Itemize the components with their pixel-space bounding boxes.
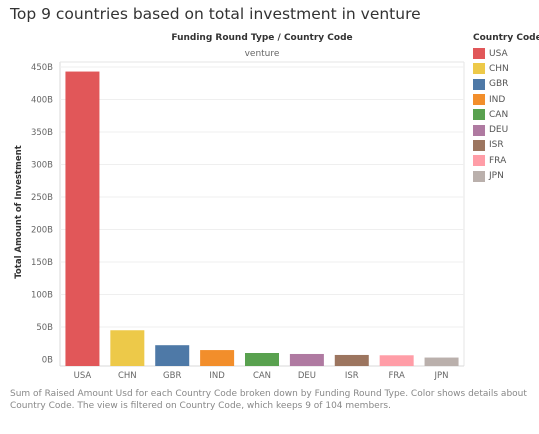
legend-item[interactable]: CAN — [473, 107, 539, 122]
chart-caption: Sum of Raised Amount Usd for each Countr… — [10, 389, 527, 411]
legend-swatch — [473, 139, 485, 151]
pane-label: venture — [244, 49, 280, 59]
y-tick-label: 100B — [31, 291, 53, 301]
bar — [245, 353, 279, 366]
legend-swatch — [473, 63, 485, 75]
legend-swatch — [473, 155, 485, 167]
bar — [200, 350, 235, 366]
legend-label: FRA — [489, 155, 507, 166]
legend-label: ISR — [489, 140, 504, 151]
legend-item[interactable]: USA — [473, 46, 539, 61]
legend: Country Code USA CHN GBR IND CAN DEU ISR FRA JPN — [473, 33, 539, 184]
legend-label: USA — [489, 48, 508, 59]
legend-swatch — [473, 170, 485, 182]
legend-label: JPN — [489, 171, 504, 182]
y-tick-label: 50B — [36, 323, 53, 333]
legend-item[interactable]: IND — [473, 92, 539, 107]
legend-label: DEU — [489, 125, 509, 136]
bar — [65, 71, 100, 367]
x-tick-label: CAN — [253, 371, 271, 381]
legend-item[interactable]: ISR — [473, 138, 539, 153]
legend-title: Country Code — [473, 33, 539, 43]
legend-label: CAN — [489, 109, 509, 120]
x-tick-label: ISR — [345, 371, 359, 381]
y-tick-label: 0B — [42, 356, 53, 366]
legend-swatch — [473, 48, 485, 60]
legend-item[interactable]: CHN — [473, 61, 539, 76]
x-tick-label: JPN — [434, 371, 449, 381]
bar — [334, 354, 369, 366]
legend-swatch — [473, 94, 485, 106]
legend-label: CHN — [489, 63, 509, 74]
y-tick-label: 150B — [31, 258, 53, 268]
bar — [155, 345, 190, 366]
chart-title: Top 9 countries based on total investmen… — [10, 5, 421, 23]
y-tick-label: 450B — [31, 63, 53, 73]
bar — [379, 355, 414, 366]
legend-label: IND — [489, 94, 506, 105]
y-tick-label: 250B — [31, 193, 53, 203]
legend-item[interactable]: JPN — [473, 168, 539, 183]
legend-items: USA CHN GBR IND CAN DEU ISR FRA JPN — [473, 46, 539, 184]
legend-swatch — [473, 109, 485, 121]
legend-item[interactable]: FRA — [473, 153, 539, 168]
x-tick-label: IND — [209, 371, 225, 381]
legend-swatch — [473, 124, 485, 136]
pane-header: Funding Round Type / Country Code — [171, 33, 353, 43]
legend-swatch — [473, 78, 485, 90]
x-tick-label: CHN — [118, 371, 137, 381]
legend-label: GBR — [489, 79, 509, 90]
y-tick-label: 200B — [31, 226, 53, 236]
y-tick-label: 350B — [31, 128, 53, 138]
x-tick-label: USA — [74, 371, 92, 381]
bar — [289, 353, 324, 366]
legend-item[interactable]: GBR — [473, 77, 539, 92]
bar — [110, 330, 145, 366]
x-tick-label: GBR — [163, 371, 181, 381]
x-tick-label: FRA — [389, 371, 405, 381]
bar — [424, 357, 459, 366]
y-tick-label: 300B — [31, 161, 53, 171]
y-tick-label: 400B — [31, 96, 53, 106]
legend-item[interactable]: DEU — [473, 122, 539, 137]
x-tick-label: DEU — [298, 371, 316, 381]
